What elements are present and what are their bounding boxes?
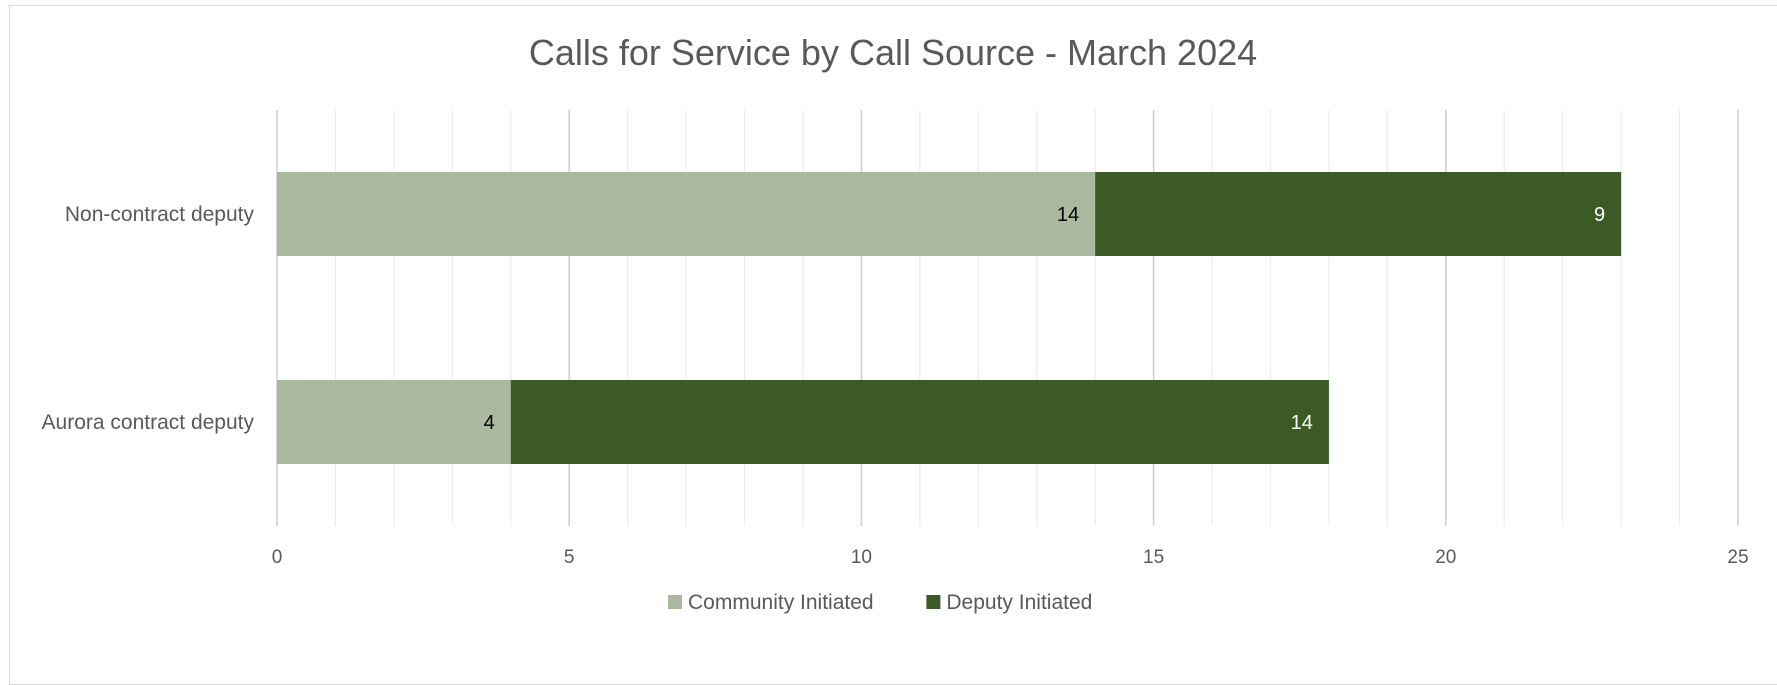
- data-labels: 14 9 4 14: [484, 204, 1605, 434]
- bar-1-1: [510, 380, 1329, 464]
- data-label-0-0: 14: [1057, 204, 1079, 226]
- category-label-1: Aurora contract deputy: [42, 411, 255, 434]
- bar-0-1: [277, 380, 511, 464]
- category-label-0: Non-contract deputy: [65, 203, 255, 226]
- legend: Community Initiated Deputy Initiated: [668, 591, 1092, 614]
- legend-swatch-1: [926, 595, 941, 609]
- legend-label-0: Community Initiated: [688, 591, 874, 614]
- legend-swatch-0: [668, 595, 682, 609]
- x-tick-label-25: 25: [1727, 547, 1748, 568]
- data-label-1-0: 9: [1594, 204, 1605, 226]
- bar-0-0: [277, 172, 1096, 256]
- x-axis-tick-labels: 0 5 10 15 20 25: [272, 547, 1749, 568]
- x-tick-label-20: 20: [1435, 547, 1456, 568]
- stacked-bar-chart: 14 9 4 14 Non-contract deputy Aurora contrac…: [42, 32, 1749, 614]
- bar-1-0: [1095, 172, 1622, 256]
- data-label-0-1: 4: [484, 412, 495, 434]
- x-tick-label-5: 5: [564, 547, 575, 568]
- category-labels: Non-contract deputy Aurora contract deput…: [42, 203, 255, 434]
- x-tick-label-10: 10: [851, 547, 872, 568]
- x-tick-label-15: 15: [1143, 547, 1164, 568]
- chart-title: Calls for Service by Call Source - March…: [529, 32, 1257, 73]
- x-tick-label-0: 0: [272, 547, 283, 568]
- legend-label-1: Deputy Initiated: [946, 591, 1092, 614]
- bars: [277, 172, 1622, 464]
- data-label-1-1: 14: [1291, 412, 1313, 434]
